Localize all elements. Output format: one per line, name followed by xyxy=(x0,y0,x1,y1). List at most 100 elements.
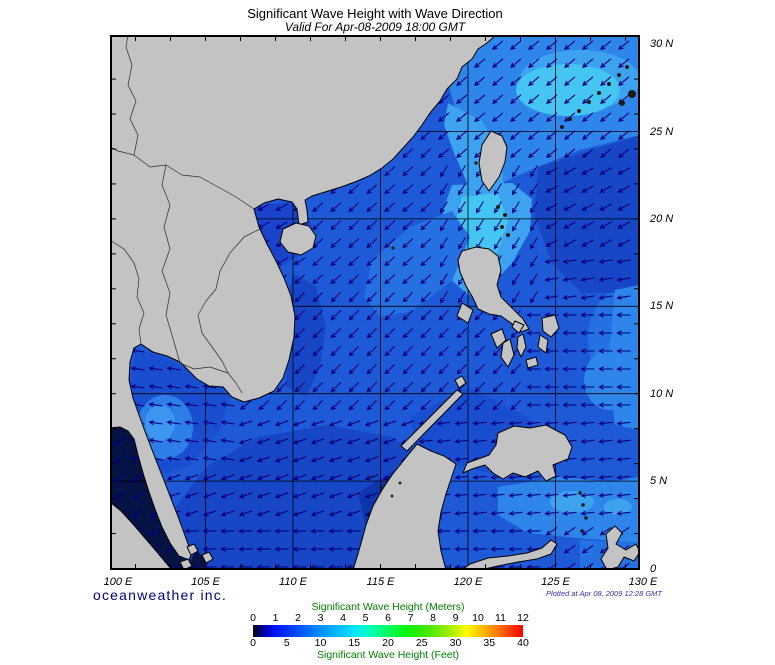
wave-arrow xyxy=(564,94,576,104)
wave-arrow xyxy=(599,239,612,247)
wave-arrow xyxy=(402,256,414,267)
wave-arrow xyxy=(508,510,523,516)
wave-arrow xyxy=(544,402,559,408)
wave-arrow xyxy=(130,366,145,372)
wave-arrow xyxy=(256,456,271,463)
wave-arrow xyxy=(616,474,631,480)
wave-arrow xyxy=(526,528,541,534)
wave-arrow xyxy=(328,420,343,427)
wave-arrow xyxy=(366,346,377,357)
wave-arrow xyxy=(511,219,520,232)
wave-arrow xyxy=(581,221,594,229)
wave-arrow xyxy=(598,474,613,480)
wave-arrow xyxy=(366,400,377,411)
wave-arrow xyxy=(420,292,431,303)
wave-arrow xyxy=(220,546,235,552)
wave-arrow xyxy=(545,167,558,175)
wave-arrow xyxy=(457,183,466,196)
wave-arrow xyxy=(330,274,342,285)
wave-arrow xyxy=(617,185,630,193)
wave-arrow xyxy=(256,528,271,534)
wave-arrow xyxy=(492,40,504,50)
wave-arrow xyxy=(310,492,325,499)
wave-arrow xyxy=(292,438,307,445)
lat-label: 5 N xyxy=(650,475,668,488)
wave-arrow xyxy=(457,219,466,232)
wave-arrow xyxy=(114,472,126,482)
wave-arrow xyxy=(472,492,487,498)
wave-arrow xyxy=(438,382,449,393)
feet-tick: 25 xyxy=(415,637,428,649)
wave-arrow xyxy=(438,364,449,375)
wave-arrow xyxy=(238,528,253,534)
wave-arrow xyxy=(420,238,432,249)
wave-arrow xyxy=(330,238,342,249)
wave-arrow xyxy=(328,528,343,534)
wave-arrow xyxy=(420,346,431,357)
wave-arrow xyxy=(617,239,630,247)
wave-arrow xyxy=(348,328,359,339)
wave-arrow xyxy=(599,526,612,536)
wave-arrow xyxy=(366,220,378,231)
wave-arrow xyxy=(402,328,413,339)
wave-arrow xyxy=(617,203,630,211)
wave-arrow xyxy=(562,492,577,498)
wave-arrow xyxy=(526,348,541,354)
valid-time-subtitle: Valid For Apr-08-2009 18:00 GMT xyxy=(284,20,466,34)
wave-arrow xyxy=(420,364,431,375)
wave-arrow xyxy=(292,474,307,481)
small-islands xyxy=(370,65,636,533)
wave-arrow xyxy=(598,438,613,444)
wave-arrow xyxy=(402,184,414,195)
land-masbate xyxy=(511,320,525,334)
wave-arrow xyxy=(184,438,199,444)
meters-tick: 11 xyxy=(495,612,506,624)
wave-arrow xyxy=(348,382,359,393)
wave-arrow xyxy=(580,492,595,498)
wave-arrow xyxy=(364,420,379,427)
wave-arrow xyxy=(508,420,523,426)
colorbar-meters-title: Significant Wave Height (Meters) xyxy=(311,601,465,613)
wave-arrow xyxy=(184,420,199,426)
wave-arrow xyxy=(528,58,540,68)
wave-arrow xyxy=(616,258,631,265)
wave-arrow xyxy=(220,456,235,462)
wave-arrow xyxy=(563,203,576,211)
wave-arrow xyxy=(310,474,325,481)
wave-arrow xyxy=(328,456,343,463)
wave-arrow xyxy=(294,400,305,411)
land-cebu xyxy=(516,333,527,358)
wave-arrow xyxy=(328,438,343,445)
wave-arrow xyxy=(472,546,487,552)
wave-arrow xyxy=(238,474,253,481)
wave-arrow xyxy=(256,510,271,517)
wave-arrow xyxy=(366,256,378,267)
meters-tick: 3 xyxy=(317,612,324,624)
wave-arrow xyxy=(294,382,305,393)
wave-arrow xyxy=(529,183,538,196)
wave-arrow xyxy=(454,438,469,444)
wave-arrow xyxy=(366,382,377,393)
wave-arrow xyxy=(582,58,594,68)
meters-tick: 6 xyxy=(385,612,391,624)
wave-arrow xyxy=(348,364,359,375)
wave-arrow xyxy=(330,382,341,393)
wave-arrow xyxy=(150,526,162,536)
wave-arrow xyxy=(456,112,468,122)
wave-arrow xyxy=(492,346,503,357)
wave-arrow xyxy=(348,256,360,267)
wave-arrow xyxy=(384,166,396,177)
wave-arrow xyxy=(616,402,631,408)
wave-map xyxy=(109,34,648,572)
wave-arrow xyxy=(220,420,235,426)
wave-arrow xyxy=(384,238,396,249)
wave-arrow xyxy=(384,256,396,267)
wave-arrow xyxy=(580,258,595,265)
wave-arrow xyxy=(220,528,235,534)
wave-arrow xyxy=(148,420,163,426)
wave-arrow xyxy=(312,256,324,267)
wave-arrow xyxy=(529,291,538,304)
wave-arrow xyxy=(292,510,307,517)
wave-arrow xyxy=(528,94,540,104)
